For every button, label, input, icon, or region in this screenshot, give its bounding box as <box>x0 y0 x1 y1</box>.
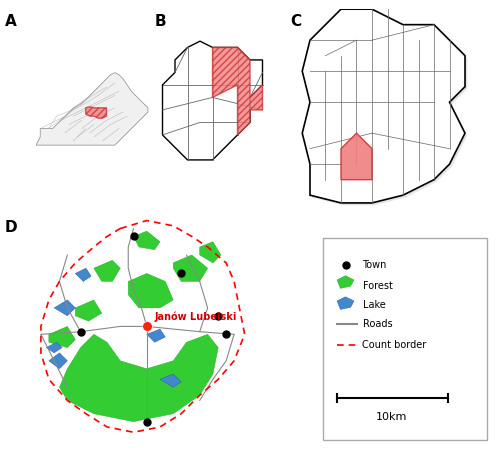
Polygon shape <box>212 48 262 135</box>
Polygon shape <box>86 107 106 118</box>
Text: 10km: 10km <box>376 412 407 422</box>
Polygon shape <box>76 268 91 281</box>
Polygon shape <box>46 342 62 353</box>
Polygon shape <box>76 300 102 321</box>
Polygon shape <box>49 327 76 348</box>
Polygon shape <box>302 9 465 203</box>
Polygon shape <box>128 273 173 308</box>
Text: Lake: Lake <box>362 300 385 310</box>
Polygon shape <box>162 41 262 160</box>
Text: A: A <box>5 14 17 29</box>
Polygon shape <box>341 133 372 180</box>
Polygon shape <box>134 231 160 250</box>
Polygon shape <box>160 374 181 387</box>
Text: Roads: Roads <box>362 319 392 329</box>
Polygon shape <box>200 242 221 263</box>
Text: Town: Town <box>362 260 387 270</box>
Polygon shape <box>54 300 76 316</box>
Text: Forest: Forest <box>362 281 392 291</box>
Polygon shape <box>36 73 148 145</box>
FancyBboxPatch shape <box>324 238 486 440</box>
Polygon shape <box>41 221 244 432</box>
Polygon shape <box>49 353 68 369</box>
Text: Count border: Count border <box>362 340 427 350</box>
Polygon shape <box>94 260 120 281</box>
Polygon shape <box>337 297 354 310</box>
Text: D: D <box>5 220 18 235</box>
Text: B: B <box>155 14 166 29</box>
Polygon shape <box>60 334 218 422</box>
Polygon shape <box>173 255 208 281</box>
Polygon shape <box>304 11 468 205</box>
Polygon shape <box>337 276 354 289</box>
Text: C: C <box>290 14 301 29</box>
Polygon shape <box>147 329 166 342</box>
Text: Janów Lubelski: Janów Lubelski <box>154 311 237 322</box>
